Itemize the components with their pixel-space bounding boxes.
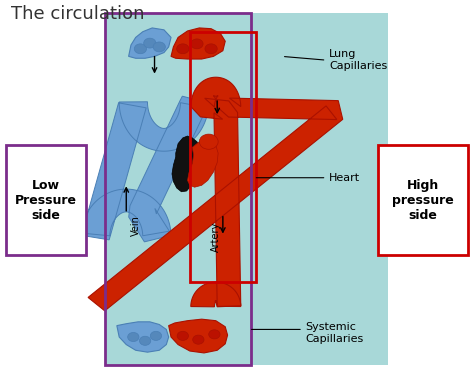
Circle shape — [139, 336, 151, 345]
Polygon shape — [128, 28, 171, 58]
Polygon shape — [171, 28, 225, 59]
Polygon shape — [169, 319, 228, 353]
Text: Lung
Capillaries: Lung Capillaries — [329, 49, 387, 71]
Circle shape — [153, 42, 165, 52]
Circle shape — [191, 39, 203, 49]
Circle shape — [177, 44, 189, 54]
Circle shape — [193, 335, 204, 344]
Polygon shape — [172, 136, 199, 192]
Bar — [190, 32, 256, 282]
Bar — [105, 13, 388, 366]
Circle shape — [205, 44, 217, 54]
Bar — [378, 146, 468, 256]
Circle shape — [199, 134, 218, 149]
Text: Heart: Heart — [329, 173, 360, 183]
Polygon shape — [188, 139, 218, 187]
Circle shape — [209, 330, 220, 339]
Circle shape — [177, 331, 189, 340]
Bar — [105, 13, 251, 366]
Polygon shape — [88, 77, 343, 311]
Circle shape — [134, 44, 146, 54]
Text: Systemic
Capillaries: Systemic Capillaries — [305, 322, 364, 344]
Circle shape — [150, 331, 162, 340]
Bar — [6, 146, 86, 256]
Text: Low
Pressure
side: Low Pressure side — [15, 179, 77, 222]
Circle shape — [144, 38, 156, 48]
Polygon shape — [82, 96, 209, 242]
Circle shape — [128, 332, 139, 342]
Text: Vein: Vein — [131, 215, 141, 236]
Text: High
pressure
side: High pressure side — [392, 179, 454, 222]
Text: The circulation: The circulation — [11, 5, 144, 23]
Polygon shape — [117, 322, 169, 352]
Text: Artery: Artery — [211, 222, 221, 252]
